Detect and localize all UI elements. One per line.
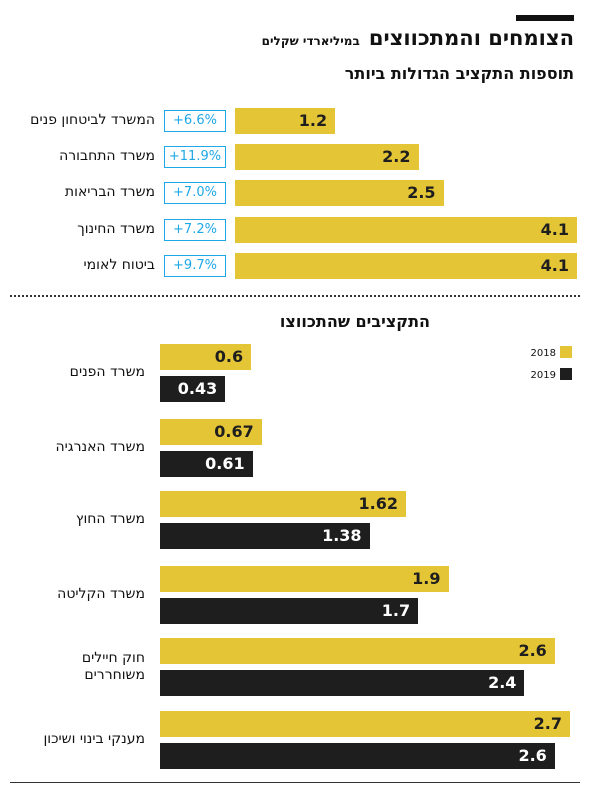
- bar-2018: [160, 566, 449, 592]
- bar-value-label: 2.2: [382, 147, 411, 166]
- chart-title-unit: במיליארדי שקלים: [261, 34, 360, 48]
- bar-2019: [160, 523, 370, 549]
- section-divider: [10, 295, 580, 297]
- bar-value-label-2019: 1.38: [322, 526, 362, 545]
- category-label: משרד החינוך: [77, 221, 155, 237]
- bar: [235, 180, 444, 206]
- title-accent-bar: [516, 15, 574, 21]
- legend-label-2018: 2018: [530, 348, 556, 359]
- bar-2019: [160, 451, 253, 477]
- bar-value-label-2018: 0.67: [214, 422, 254, 441]
- change-badge: +7.2%: [164, 219, 226, 241]
- bar-value-label: 4.1: [540, 220, 569, 239]
- category-label: משרד הבריאות: [64, 184, 155, 200]
- bar-value-label-2018: 2.7: [533, 714, 562, 733]
- legend-swatch-2019: [560, 368, 572, 380]
- bar-2018: [160, 711, 570, 737]
- chart-title-main: הצומחים והמתכווצים: [368, 26, 574, 50]
- category-label: משרד הפנים: [69, 364, 145, 380]
- change-badge: +6.6%: [164, 110, 226, 132]
- bar-value-label-2019: 0.61: [205, 454, 245, 473]
- bar-2019: [160, 598, 419, 624]
- bar-2018: [160, 344, 252, 370]
- chart-title: הצומחים והמתכווצים במיליארדי שקלים: [262, 26, 574, 50]
- bar-2019: [160, 376, 226, 402]
- legend-item-2019: 2019: [526, 368, 572, 381]
- category-label: מענקי בינוי ושיכון: [43, 731, 145, 747]
- bar: [235, 144, 419, 170]
- bar-2019: [160, 743, 555, 769]
- bar-value-label: 2.5: [407, 183, 436, 202]
- bar-value-label-2018: 1.62: [358, 494, 398, 513]
- bar-value-label-2019: 2.6: [518, 746, 547, 765]
- category-label: משרד התחבורה: [59, 148, 155, 164]
- bar: [235, 108, 336, 134]
- category-label: משרד החוץ: [75, 511, 145, 527]
- bar-value-label-2018: 1.9: [412, 569, 441, 588]
- bar-2018: [160, 638, 555, 664]
- bar-2019: [160, 670, 525, 696]
- bar-value-label-2019: 2.4: [488, 673, 517, 692]
- bar-value-label: 4.1: [540, 256, 569, 275]
- legend-swatch-2018: [560, 346, 572, 358]
- bar-2018: [160, 491, 406, 517]
- change-badge: +9.7%: [164, 255, 226, 277]
- bar-value-label-2018: 2.6: [518, 641, 547, 660]
- change-badge: +11.9%: [164, 146, 226, 168]
- legend-item-2018: 2018: [526, 346, 572, 359]
- section1-title: תוספות התקציב הגדולות ביותר: [344, 64, 574, 83]
- bar-value-label: 1.2: [298, 111, 328, 130]
- category-label: משרד הקליטה: [57, 586, 145, 602]
- bar-value-label-2019: 1.7: [381, 601, 411, 620]
- bar-value-label-2018: 0.6: [214, 347, 244, 366]
- bar: [235, 253, 577, 279]
- bar: [235, 217, 577, 243]
- category-label: ביטוח לאומי: [83, 257, 155, 273]
- bottom-rule: [10, 782, 580, 783]
- bar-2018: [160, 419, 262, 445]
- legend-label-2019: 2019: [530, 370, 556, 381]
- category-label: חוק חיילים משוחררים: [81, 650, 145, 683]
- category-label: משרד האנרגיה: [55, 439, 145, 455]
- section2-title: התקציבים שהתכווצו: [279, 312, 430, 331]
- change-badge: +7.0%: [164, 182, 226, 204]
- category-label: המשרד לביטחון פנים: [30, 112, 155, 128]
- bar-value-label-2019: 0.43: [177, 379, 218, 398]
